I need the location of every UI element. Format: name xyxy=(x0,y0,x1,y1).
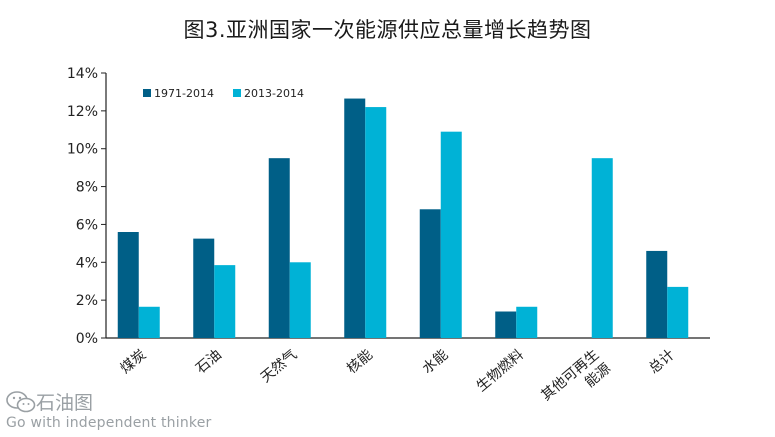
y-tick-label: 12% xyxy=(67,104,98,120)
legend-swatch xyxy=(143,89,151,97)
bar-series-2 xyxy=(591,158,613,338)
x-tick-label: 水能 xyxy=(420,347,452,377)
bar-series-1 xyxy=(495,311,517,338)
x-tick-label-line: 总计 xyxy=(646,347,678,377)
legend-swatch xyxy=(233,89,241,97)
watermark-tagline: Go with independent thinker xyxy=(6,415,212,431)
x-tick-label: 石油 xyxy=(193,347,225,377)
x-tick-label-line: 水能 xyxy=(420,347,452,377)
watermark-name: 石油图 xyxy=(36,392,94,414)
x-tick-label: 其他可再生能源 xyxy=(538,347,613,418)
y-tick-label: 8% xyxy=(76,180,98,196)
x-tick-label: 生物燃料 xyxy=(473,346,527,395)
x-tick-label: 总计 xyxy=(646,347,678,377)
bar-series-2 xyxy=(138,306,160,338)
y-tick-label: 6% xyxy=(76,217,98,233)
bar-series-2 xyxy=(289,262,311,338)
bar-series-2 xyxy=(214,265,236,338)
y-tick-label: 14% xyxy=(67,66,98,82)
bar-series-2 xyxy=(516,306,538,338)
y-tick-label: 10% xyxy=(67,142,98,158)
legend-label: 1971-2014 xyxy=(154,87,214,100)
legend-label: 2013-2014 xyxy=(244,87,304,100)
bar-series-1 xyxy=(646,250,668,338)
x-tick-label-line: 天然气 xyxy=(257,346,300,386)
x-tick-label-line: 煤炭 xyxy=(118,347,150,377)
y-tick-label: 4% xyxy=(76,255,98,271)
wechat-icon xyxy=(6,390,36,412)
x-tick-label: 煤炭 xyxy=(118,347,150,377)
bar-series-1 xyxy=(419,209,441,338)
watermark: 石油图 Go with independent thinker xyxy=(6,388,211,431)
bar-series-2 xyxy=(440,131,462,338)
y-tick-label: 2% xyxy=(76,293,98,309)
bar-series-1 xyxy=(193,238,215,338)
x-tick-label: 天然气 xyxy=(257,346,300,386)
bar-series-1 xyxy=(117,232,139,338)
bar-series-2 xyxy=(667,286,689,338)
bar-series-2 xyxy=(365,107,387,338)
x-tick-label-line: 石油 xyxy=(193,347,225,377)
y-tick-label: 0% xyxy=(76,331,98,347)
bar-series-1 xyxy=(268,158,290,338)
chart-title: 图3.亚洲国家一次能源供应总量增长趋势图 xyxy=(183,18,592,42)
x-tick-label-line: 生物燃料 xyxy=(473,346,527,395)
bar-series-1 xyxy=(344,98,366,338)
x-tick-label: 核能 xyxy=(344,347,376,377)
x-tick-label-line: 核能 xyxy=(344,347,376,377)
